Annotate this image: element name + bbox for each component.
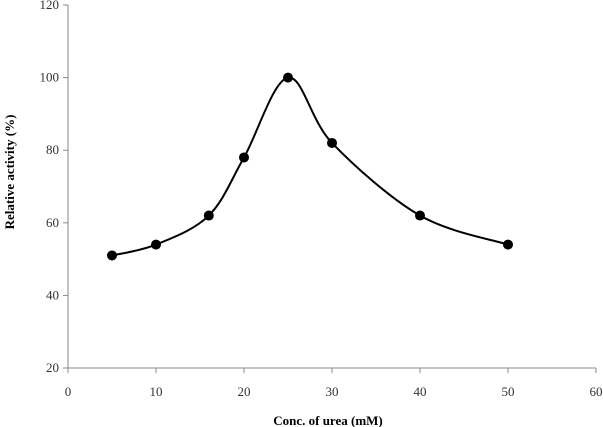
x-axis: 0 10 20 30 40 50 60	[65, 367, 603, 399]
series-line	[111, 76, 509, 257]
y-tick-label: 40	[46, 287, 59, 302]
data-point	[203, 210, 214, 221]
data-point	[283, 72, 293, 83]
x-tick-label: 20	[238, 384, 251, 399]
y-tick-label: 80	[46, 142, 59, 157]
y-axis: 20 40 60 80 100 120	[40, 0, 69, 375]
data-point	[239, 152, 249, 163]
y-tick-label: 20	[46, 360, 59, 375]
x-tick-label: 40	[414, 384, 427, 399]
y-tick-label: 60	[46, 215, 59, 230]
x-tick-label: 0	[65, 384, 72, 399]
data-point	[151, 239, 161, 250]
x-axis-title: Conc. of urea (mM)	[273, 413, 383, 427]
data-point	[503, 239, 513, 250]
x-tick-label: 50	[502, 384, 515, 399]
data-point	[415, 210, 425, 221]
x-tick-label: 10	[150, 384, 163, 399]
y-axis-title: Relative activity (%)	[2, 115, 17, 230]
x-tick-label: 30	[326, 384, 339, 399]
y-tick-label: 100	[40, 70, 60, 85]
data-point	[107, 250, 117, 261]
series-group	[107, 72, 513, 261]
y-tick-label: 120	[40, 0, 60, 12]
x-tick-label: 60	[590, 384, 603, 399]
data-point	[327, 137, 337, 148]
